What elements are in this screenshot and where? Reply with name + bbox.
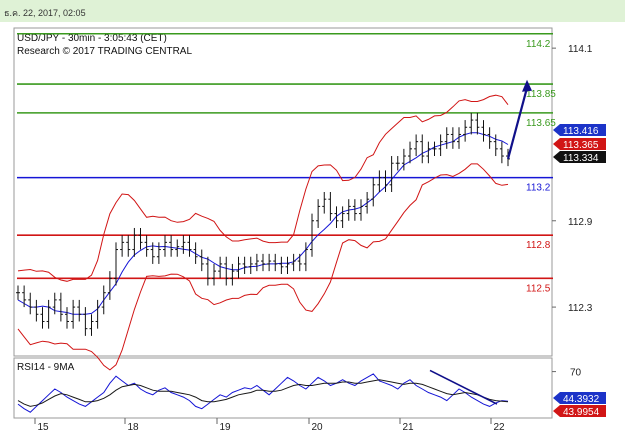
x-tick-label-1: 18: [127, 422, 139, 433]
y-tick-label-0: 114.1: [568, 44, 593, 55]
rsi-tag-label-1: 43.9954: [563, 407, 600, 418]
main-panel: [13, 27, 553, 357]
chart-subtitle: Research © 2017 TRADING CENTRAL: [17, 46, 192, 57]
rsi-title: RSI14 - 9MA: [17, 362, 75, 373]
lower-band: [17, 163, 509, 371]
x-tick-label-3: 20: [311, 422, 323, 433]
level-label-0: 114.2: [526, 39, 551, 50]
rsi-tag-label-0: 44.3932: [563, 394, 600, 405]
price-tag-2: [553, 151, 606, 163]
top-bar: ธ.ค. 22, 2017, 02:05: [0, 0, 625, 22]
level-label-4: 112.8: [526, 240, 551, 251]
x-tick-label-5: 22: [493, 422, 505, 433]
price-tag-label-1: 113.365: [563, 140, 599, 151]
upper-band: [17, 94, 509, 282]
rsi-tag-0: [553, 392, 606, 404]
forecast-arrow-head: [522, 79, 532, 92]
rsi-trendline: [429, 369, 498, 405]
x-tick-label-2: 19: [219, 422, 231, 433]
price-tag-label-0: 113.416: [563, 126, 599, 137]
price-tag-label-2: 113.334: [563, 153, 599, 164]
y-tick-label-2: 112.3: [568, 303, 593, 314]
rsi-series-1: [17, 379, 509, 407]
level-label-2: 113.65: [526, 118, 556, 129]
x-tick-label-4: 21: [402, 422, 414, 433]
rsi-panel: [13, 357, 553, 419]
level-label-5: 112.5: [526, 283, 551, 294]
x-tick-label-0: 15: [37, 422, 49, 433]
price-tag-1: [553, 138, 606, 150]
rsi-tick-label-70: 70: [570, 368, 582, 379]
level-label-3: 113.2: [526, 183, 551, 194]
y-tick-label-1: 112.9: [568, 217, 593, 228]
rsi-tag-1: [553, 405, 606, 417]
price-tag-0: [553, 124, 606, 136]
forecast-arrow: [506, 87, 529, 160]
level-label-1: 113.85: [526, 89, 556, 100]
chart-title: USD/JPY - 30min - 3:05:43 (CET): [17, 33, 167, 44]
timestamp: ธ.ค. 22, 2017, 02:05: [4, 8, 86, 18]
